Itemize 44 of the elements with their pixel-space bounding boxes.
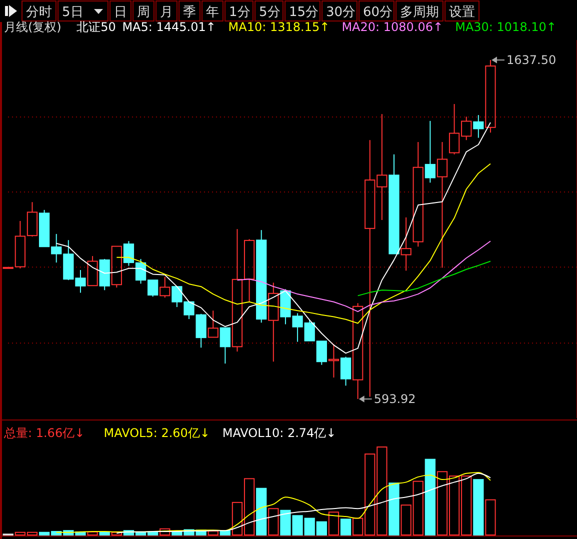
candlestick [436, 142, 448, 268]
bar [424, 458, 436, 536]
annotation: 593.92 [374, 392, 416, 406]
text: 5分 [259, 5, 280, 20]
candlestick [232, 228, 243, 352]
bar [220, 530, 231, 536]
text: 30分 [326, 5, 356, 20]
candlestick [412, 142, 424, 248]
bar [208, 530, 218, 536]
text: 5日 [62, 5, 84, 20]
text: 总量: 1.66亿↓ [3, 426, 85, 440]
bar [256, 488, 267, 536]
bar [388, 482, 400, 536]
text: 1分 [229, 5, 250, 20]
text: MAVOL5: 2.60亿↓ [104, 426, 210, 440]
text: 季 [183, 5, 196, 20]
candlestick [400, 216, 412, 272]
text: 月 [160, 5, 173, 20]
bar [473, 479, 484, 536]
text: MAVOL10: 2.74亿↓ [222, 426, 336, 440]
text: 分时 [26, 5, 52, 20]
chart-subtitle: 北证50 [76, 20, 116, 34]
candlestick [268, 282, 279, 362]
text: MA10: 1318.15↑ [228, 20, 330, 34]
text: 日 [114, 5, 127, 20]
text: MA5: 1445.01↑ [122, 20, 216, 34]
bar [328, 512, 340, 536]
bar [340, 518, 352, 536]
text: 1637.50 [506, 53, 556, 67]
candlestick [352, 302, 364, 400]
text: 15分 [289, 5, 319, 20]
text: 设置 [449, 5, 475, 20]
text: 多周期 [400, 5, 439, 20]
text: 60分 [363, 5, 393, 20]
text: MA20: 1080.06↑ [342, 20, 444, 34]
text: MA30: 1018.10↑ [455, 20, 556, 34]
bar [268, 508, 279, 536]
text: 年 [206, 5, 219, 20]
bar [87, 531, 98, 536]
text: 周 [137, 5, 150, 20]
chart-title: 月线(复权) [4, 20, 62, 34]
bar [485, 499, 496, 536]
candlestick [328, 344, 340, 378]
candlestick [473, 114, 484, 138]
